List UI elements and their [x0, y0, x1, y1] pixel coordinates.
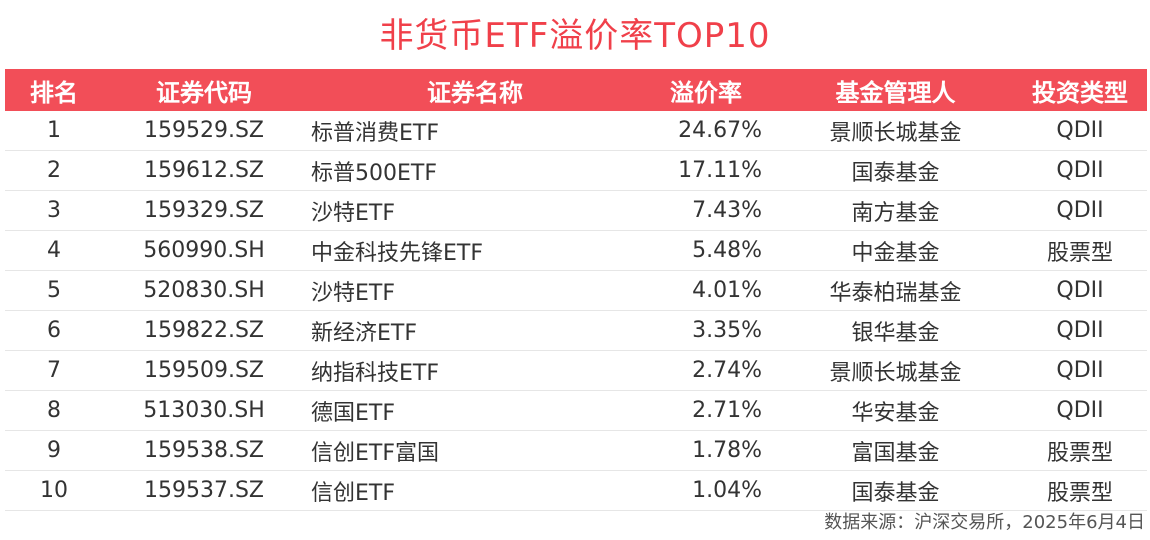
manager-cell: 景顺长城基金 — [829, 360, 962, 386]
manager-cell: 华安基金 — [851, 400, 940, 426]
table-row: 9 159538.SZ 信创ETF富国 1.78% 富国基金 股票型 — [5, 431, 1147, 471]
page-title: 非货币ETF溢价率TOP10 — [379, 16, 771, 56]
manager-cell: 国泰基金 — [851, 480, 940, 506]
rank-cell: 2 — [47, 158, 61, 183]
name-cell: 信创ETF — [311, 480, 395, 506]
type-cell: 股票型 — [1046, 440, 1113, 466]
rank-cell: 1 — [47, 118, 61, 143]
code-cell: 159329.SZ — [143, 198, 264, 223]
code-cell: 159538.SZ — [143, 438, 264, 463]
code-cell: 159529.SZ — [143, 118, 264, 143]
name-cell: 新经济ETF — [311, 320, 417, 346]
column-header-type: 投资类型 — [1032, 78, 1128, 107]
name-cell: 沙特ETF — [311, 200, 395, 226]
column-header-code: 证券代码 — [156, 78, 252, 107]
premium-cell: 4.01% — [692, 278, 762, 303]
manager-cell: 中金基金 — [851, 240, 940, 266]
premium-cell: 7.43% — [692, 198, 762, 223]
name-cell: 标普500ETF — [311, 160, 437, 186]
data-source-note: 数据来源：沪深交易所，2025年6月4日 — [824, 512, 1145, 533]
table-row: 6 159822.SZ 新经济ETF 3.35% 银华基金 QDII — [5, 311, 1147, 351]
code-cell: 520830.SH — [143, 278, 265, 303]
table-header: 排名 证券代码 证券名称 溢价率 基金管理人 投资类型 — [5, 69, 1147, 111]
rank-cell: 3 — [47, 198, 61, 223]
rank-cell: 6 — [47, 318, 61, 343]
code-cell: 560990.SH — [143, 238, 265, 263]
table-body: 1 159529.SZ 标普消费ETF 24.67% 景顺长城基金 QDII 2 159612… — [5, 111, 1147, 511]
premium-cell: 5.48% — [692, 238, 762, 263]
table-row: 5 520830.SH 沙特ETF 4.01% 华泰柏瑞基金 QDII — [5, 271, 1147, 311]
table-row: 1 159529.SZ 标普消费ETF 24.67% 景顺长城基金 QDII — [5, 111, 1147, 151]
table-row: 7 159509.SZ 纳指科技ETF 2.74% 景顺长城基金 QDII — [5, 351, 1147, 391]
code-cell: 159822.SZ — [143, 318, 264, 343]
premium-cell: 17.11% — [678, 158, 762, 183]
manager-cell: 国泰基金 — [851, 160, 940, 186]
manager-cell: 南方基金 — [851, 200, 940, 226]
type-cell: QDII — [1056, 158, 1104, 183]
type-cell: QDII — [1056, 358, 1104, 383]
code-cell: 159509.SZ — [143, 358, 264, 383]
table-row: 3 159329.SZ 沙特ETF 7.43% 南方基金 QDII — [5, 191, 1147, 231]
type-cell: QDII — [1056, 318, 1104, 343]
premium-table: 排名 证券代码 证券名称 溢价率 基金管理人 投资类型 1 159529.SZ 标普… — [5, 69, 1147, 511]
code-cell: 159612.SZ — [143, 158, 264, 183]
manager-cell: 银华基金 — [851, 320, 940, 346]
table-row: 4 560990.SH 中金科技先锋ETF 5.48% 中金基金 股票型 — [5, 231, 1147, 271]
name-cell: 德国ETF — [311, 400, 395, 426]
column-header-manager: 基金管理人 — [835, 78, 956, 107]
premium-cell: 3.35% — [692, 318, 762, 343]
manager-cell: 华泰柏瑞基金 — [829, 280, 962, 306]
type-cell: QDII — [1056, 398, 1104, 423]
column-header-name: 证券名称 — [427, 78, 523, 107]
code-cell: 513030.SH — [143, 398, 265, 423]
manager-cell: 富国基金 — [851, 440, 940, 466]
code-cell: 159537.SZ — [143, 478, 264, 503]
name-cell: 标普消费ETF — [311, 120, 439, 146]
rank-cell: 5 — [47, 278, 61, 303]
rank-cell: 4 — [47, 238, 61, 263]
name-cell: 纳指科技ETF — [311, 360, 439, 386]
type-cell: QDII — [1056, 278, 1104, 303]
column-header-premium: 溢价率 — [670, 78, 742, 107]
type-cell: 股票型 — [1046, 480, 1113, 506]
premium-cell: 2.71% — [692, 398, 762, 423]
name-cell: 中金科技先锋ETF — [311, 240, 483, 266]
type-cell: 股票型 — [1046, 240, 1113, 266]
table-row: 8 513030.SH 德国ETF 2.71% 华安基金 QDII — [5, 391, 1147, 431]
rank-cell: 7 — [47, 358, 61, 383]
type-cell: QDII — [1056, 198, 1104, 223]
name-cell: 沙特ETF — [311, 280, 395, 306]
premium-cell: 1.78% — [692, 438, 762, 463]
rank-cell: 8 — [47, 398, 61, 423]
manager-cell: 景顺长城基金 — [829, 120, 962, 146]
column-header-rank: 排名 — [30, 78, 78, 107]
premium-cell: 2.74% — [692, 358, 762, 383]
premium-cell: 1.04% — [692, 478, 762, 503]
name-cell: 信创ETF富国 — [311, 440, 439, 466]
table-row: 2 159612.SZ 标普500ETF 17.11% 国泰基金 QDII — [5, 151, 1147, 191]
rank-cell: 9 — [47, 438, 61, 463]
type-cell: QDII — [1056, 118, 1104, 143]
rank-cell: 10 — [40, 478, 68, 503]
table-row: 10 159537.SZ 信创ETF 1.04% 国泰基金 股票型 — [5, 471, 1147, 511]
premium-cell: 24.67% — [678, 118, 762, 143]
